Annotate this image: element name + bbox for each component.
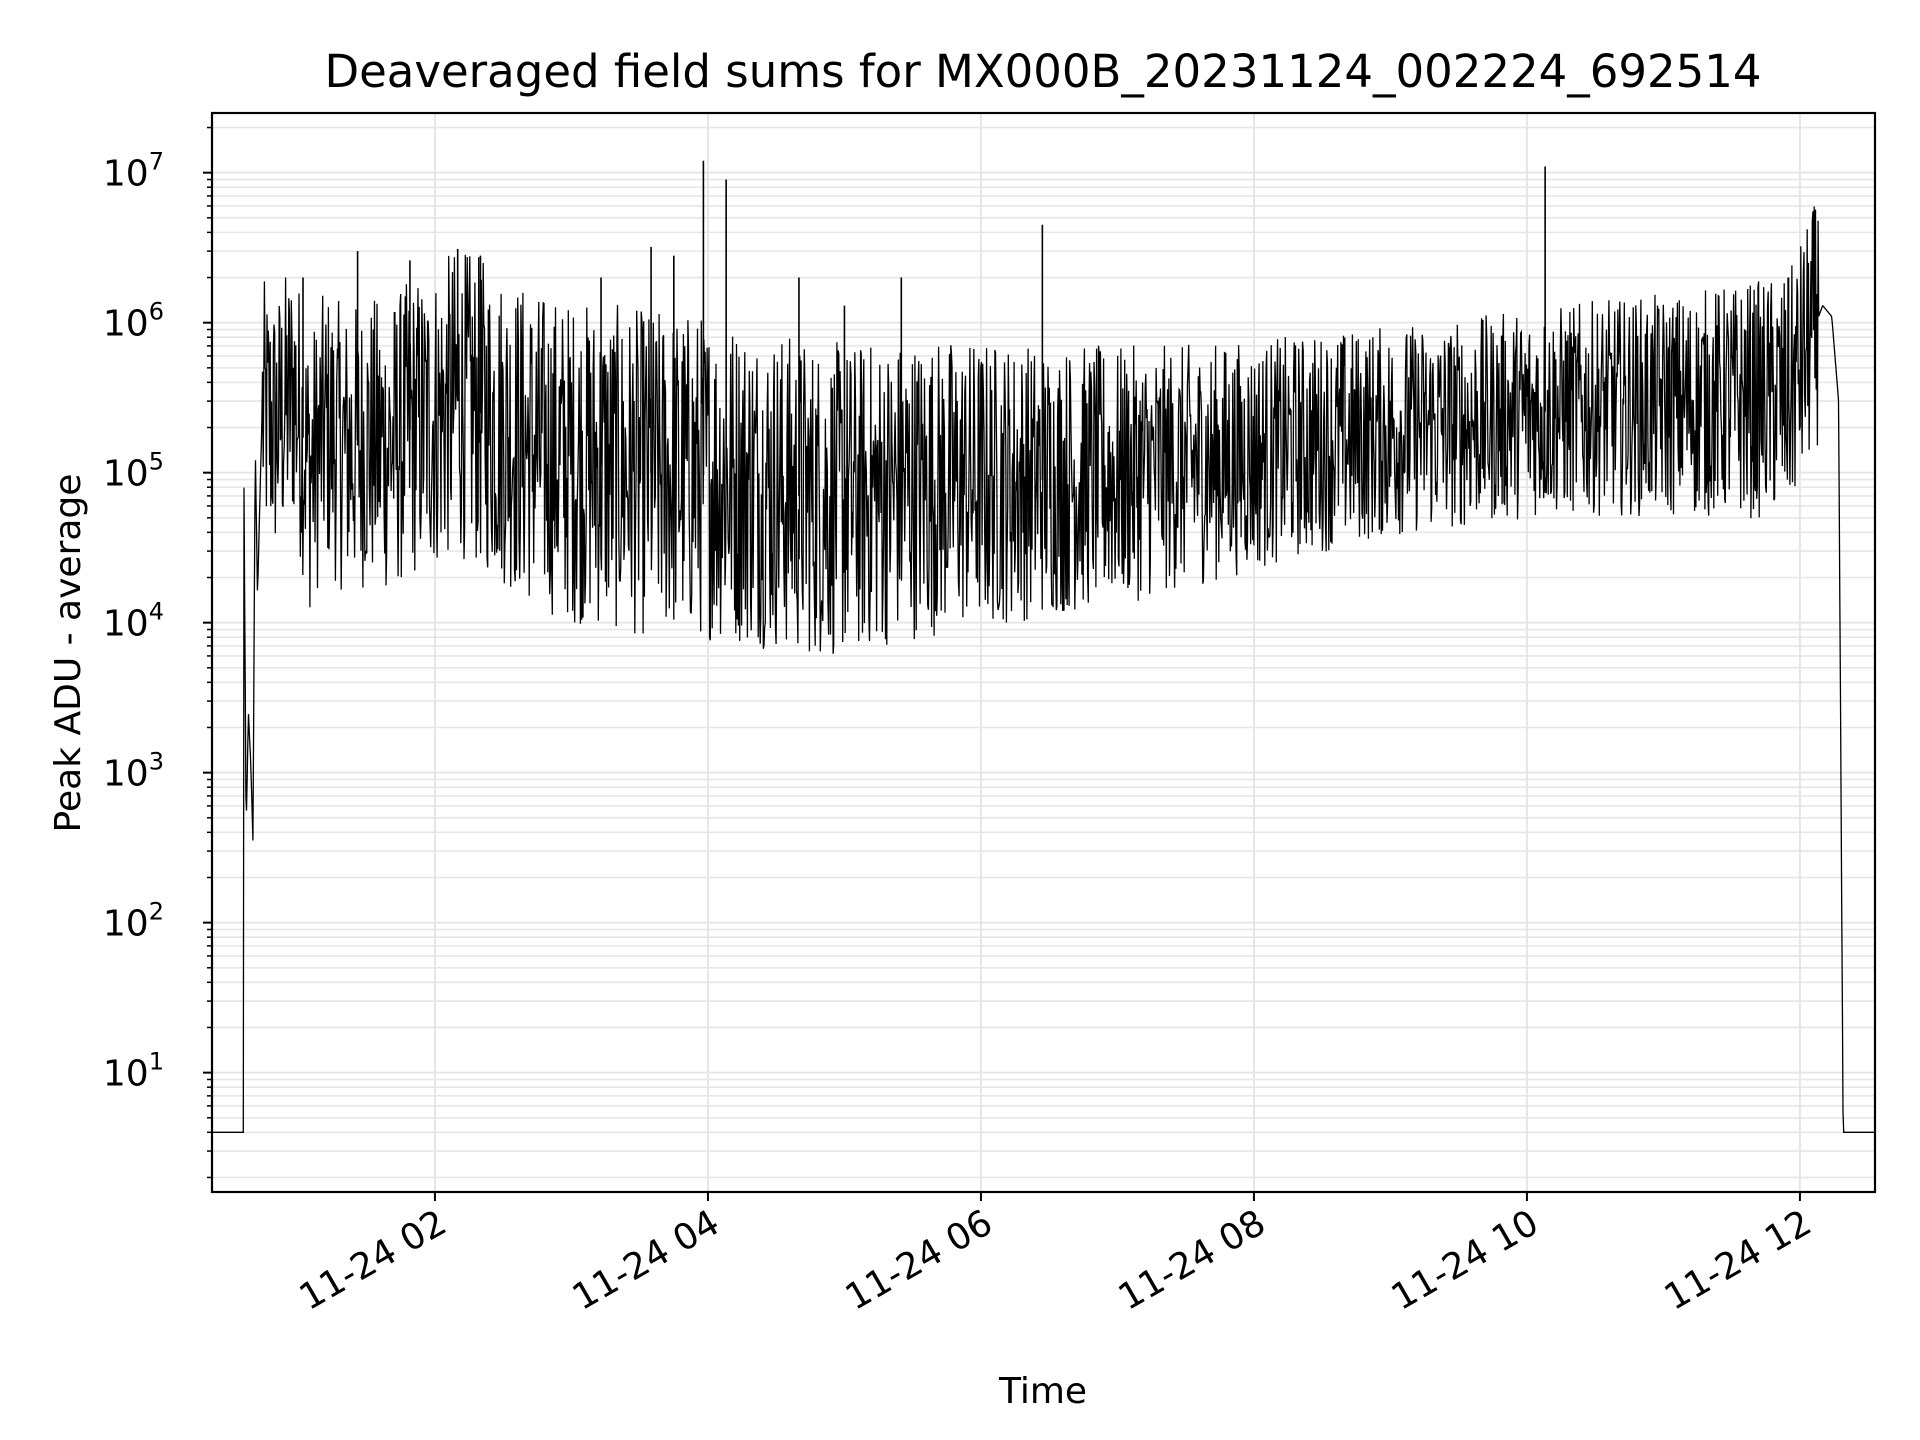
y-tick-label: 103 — [103, 748, 164, 795]
y-axis-label: Peak ADU - average — [48, 474, 89, 833]
grid-lines — [212, 113, 1875, 1192]
y-tick-label: 104 — [103, 598, 164, 645]
y-tick-label: 105 — [103, 448, 164, 495]
y-tick-label: 102 — [103, 898, 164, 945]
data-series — [212, 160, 1875, 1133]
y-tick-label: 106 — [103, 298, 164, 345]
axes-frame — [210, 111, 1877, 1194]
y-tick-label: 107 — [103, 148, 164, 195]
y-tick-label: 101 — [103, 1048, 164, 1095]
series-line — [212, 206, 1875, 1133]
x-axis-label: Time — [998, 1371, 1087, 1412]
chart-title: Deaveraged field sums for MX000B_2023112… — [324, 45, 1761, 98]
